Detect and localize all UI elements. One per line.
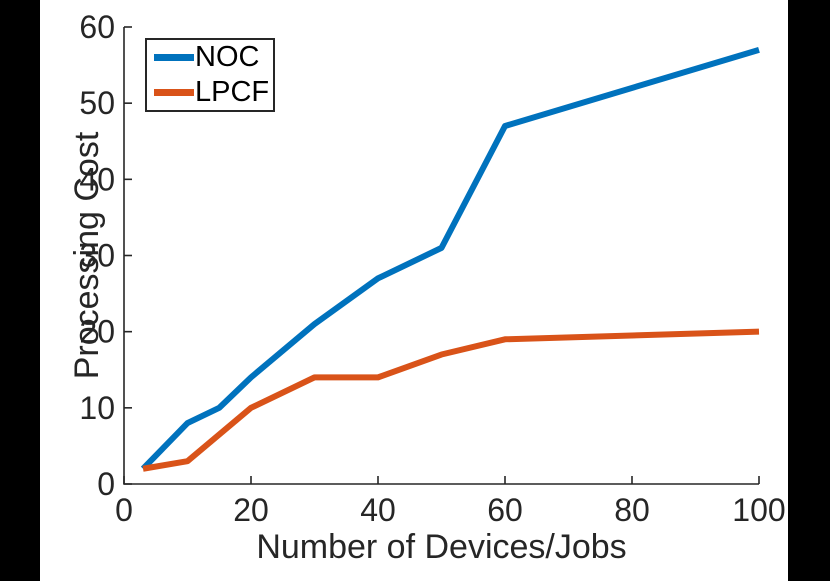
legend: NOC LPCF	[145, 38, 275, 112]
y-tick-label: 0	[97, 466, 115, 502]
y-tick-label: 10	[79, 390, 115, 426]
legend-label-noc: NOC	[195, 41, 260, 73]
legend-item-lpcf: LPCF	[147, 77, 273, 108]
y-tick-label: 30	[79, 238, 115, 274]
noc-line	[140, 46, 760, 471]
x-tick-label: 0	[115, 492, 133, 528]
noc-line-swatch	[154, 54, 194, 61]
lpcf-line-swatch	[154, 89, 194, 96]
y-axis-label: Processing Cost	[68, 131, 106, 379]
y-tick-label: 50	[79, 85, 115, 121]
x-tick-label: 100	[732, 492, 785, 528]
lpcf-line	[142, 328, 760, 472]
y-tick-label: 60	[79, 9, 115, 45]
y-tick-label: 40	[79, 161, 115, 197]
x-tick-label: 60	[487, 492, 523, 528]
x-tick-label: 20	[233, 492, 269, 528]
legend-item-noc: NOC	[147, 42, 273, 73]
legend-label-lpcf: LPCF	[195, 76, 270, 108]
x-tick-label: 80	[614, 492, 650, 528]
x-axis-label: Number of Devices/Jobs	[256, 528, 626, 566]
x-tick-label: 40	[360, 492, 396, 528]
y-tick-label: 20	[79, 314, 115, 350]
figure-area: 0 20 40 60 80 100 0 10 20 30 40 50 60 Number of Devic…	[40, 0, 788, 581]
